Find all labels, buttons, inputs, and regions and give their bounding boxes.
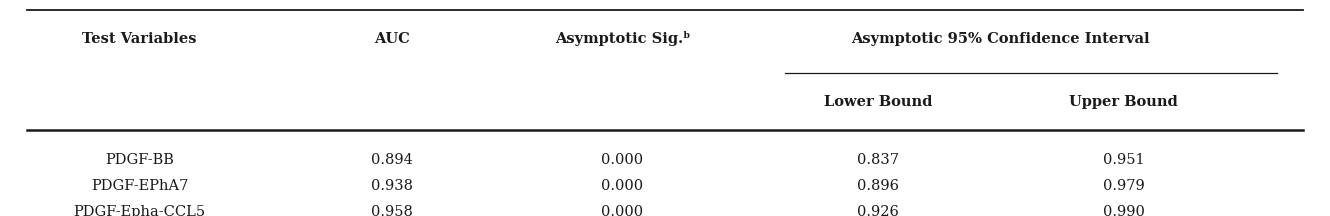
Text: 0.958: 0.958 [371, 205, 414, 216]
Text: 0.000: 0.000 [601, 179, 644, 193]
Text: 0.894: 0.894 [371, 153, 414, 167]
Text: 0.979: 0.979 [1103, 179, 1145, 193]
Text: Upper Bound: Upper Bound [1069, 95, 1178, 108]
Text: PDGF-BB: PDGF-BB [105, 153, 174, 167]
Text: 0.938: 0.938 [371, 179, 414, 193]
Text: 0.837: 0.837 [857, 153, 899, 167]
Text: Asymptotic 95% Confidence Interval: Asymptotic 95% Confidence Interval [851, 32, 1150, 46]
Text: PDGF-EPhA7: PDGF-EPhA7 [90, 179, 189, 193]
Text: Lower Bound: Lower Bound [823, 95, 932, 108]
Text: 0.000: 0.000 [601, 205, 644, 216]
Text: AUC: AUC [375, 32, 410, 46]
Text: PDGF-Epha-CCL5: PDGF-Epha-CCL5 [73, 205, 206, 216]
Text: 0.951: 0.951 [1103, 153, 1145, 167]
Text: Test Variables: Test Variables [82, 32, 197, 46]
Text: 0.896: 0.896 [857, 179, 899, 193]
Text: 0.926: 0.926 [857, 205, 899, 216]
Text: 0.990: 0.990 [1103, 205, 1145, 216]
Text: Asymptotic Sig.ᵇ: Asymptotic Sig.ᵇ [555, 31, 690, 46]
Text: 0.000: 0.000 [601, 153, 644, 167]
